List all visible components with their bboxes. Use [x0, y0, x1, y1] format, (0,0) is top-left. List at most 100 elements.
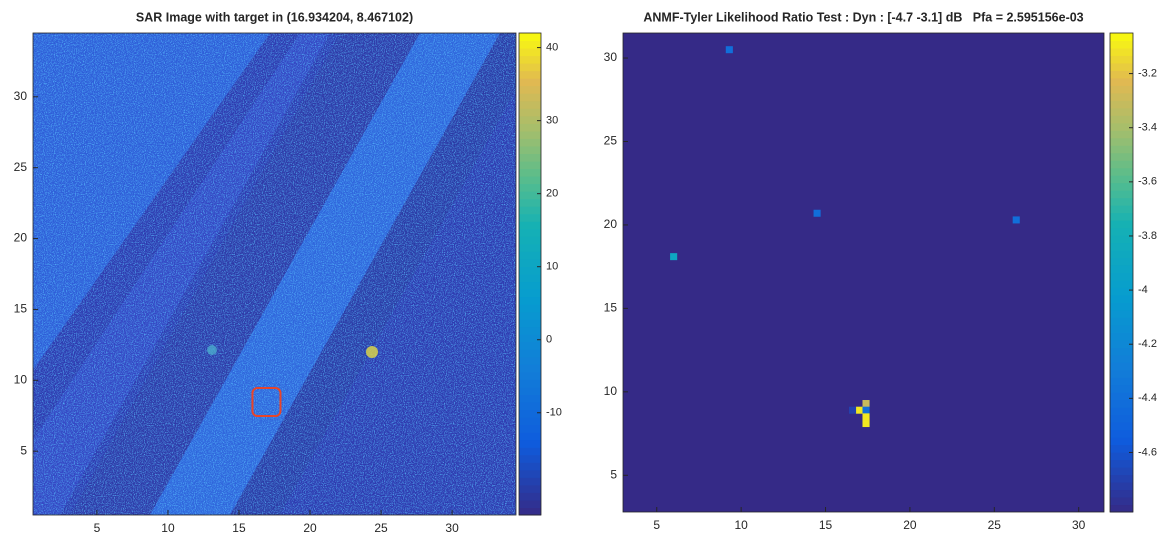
colorbar-segment	[1110, 369, 1133, 378]
y-tick-label: 10	[604, 384, 618, 398]
colorbar-segment	[1110, 250, 1133, 259]
colorbar-segment	[1110, 414, 1133, 423]
plot-frame	[622, 32, 1105, 513]
colorbar-segment	[519, 349, 541, 358]
colorbar-segment	[1110, 55, 1133, 64]
colorbar-segment	[519, 439, 541, 448]
colorbar-segment	[519, 183, 541, 192]
colorbar-segment	[1110, 354, 1133, 363]
colorbar-segment	[1110, 107, 1133, 116]
colorbar-segment	[1110, 115, 1133, 124]
colorbar-segment	[1110, 212, 1133, 221]
colorbar-segment	[519, 499, 541, 508]
colorbar-segment	[1110, 377, 1133, 386]
colorbar-segment	[519, 153, 541, 162]
colorbar-segment	[519, 138, 541, 147]
colorbar-segment	[1110, 220, 1133, 229]
colorbar-segment	[1110, 317, 1133, 326]
colorbar-segment	[1110, 332, 1133, 341]
colorbar-segment	[519, 334, 541, 343]
colorbar-segment	[519, 228, 541, 237]
colorbar-segment	[519, 492, 541, 501]
y-tick-label: 30	[14, 89, 28, 103]
colorbar-segment	[519, 311, 541, 320]
colorbar-segment	[1110, 160, 1133, 169]
colorbar-segment	[1110, 100, 1133, 109]
y-tick-label: 20	[604, 217, 618, 231]
y-tick-label: 5	[610, 467, 617, 481]
y-tick-label: 15	[14, 302, 28, 316]
colorbar-segment	[519, 243, 541, 252]
x-tick-label: 10	[161, 521, 175, 535]
colorbar-segment	[1110, 384, 1133, 393]
colorbar-segment	[519, 258, 541, 267]
colorbar-segment	[519, 371, 541, 380]
cell	[725, 46, 733, 54]
x-tick-label: 25	[374, 521, 388, 535]
colorbar-segment	[519, 93, 541, 102]
colorbar-segment	[519, 379, 541, 388]
plot-frame	[32, 32, 517, 516]
colorbar-segment	[1110, 429, 1133, 438]
colorbar-segment	[1110, 190, 1133, 199]
colorbar-segment	[1110, 257, 1133, 266]
colorbar-segment	[519, 447, 541, 456]
x-tick-label: 5	[653, 518, 660, 532]
colorbar-segment	[1110, 197, 1133, 206]
colorbar-segment	[519, 40, 541, 49]
colorbar-tick-label: 20	[546, 188, 558, 200]
colorbar-segment	[1110, 205, 1133, 214]
target-box	[251, 387, 282, 418]
colorbar-tick-label: 10	[546, 261, 558, 273]
colorbar-segment	[519, 236, 541, 245]
colorbar-tick-label: -3.6	[1138, 176, 1157, 188]
y-tick-label: 10	[14, 372, 28, 386]
colorbar-tick-label: -4.2	[1138, 338, 1157, 350]
y-tick-label: 30	[604, 50, 618, 64]
colorbar-segment	[519, 198, 541, 207]
colorbar-segment	[519, 161, 541, 170]
cell	[848, 406, 857, 414]
colorbar-segment	[519, 78, 541, 87]
cell	[1012, 216, 1020, 224]
cell	[862, 413, 870, 421]
colorbar-segment	[1110, 47, 1133, 56]
colorbar-segment	[519, 402, 541, 411]
colorbar-tick-label: -3.2	[1138, 67, 1157, 79]
colorbar-segment	[519, 296, 541, 305]
colorbar-segment	[1110, 482, 1133, 491]
colorbar-segment	[519, 274, 541, 283]
panel: ANMF-Tyler Likelihood Ratio Test : Dyn :…	[604, 10, 1157, 532]
colorbar-segment	[1110, 137, 1133, 146]
y-tick-label: 25	[604, 134, 618, 148]
colorbar-segment	[1110, 407, 1133, 416]
colorbar-segment	[519, 130, 541, 139]
colorbar-tick-label: -4	[1138, 284, 1148, 296]
colorbar-segment	[519, 304, 541, 313]
colorbar-tick-label: -10	[546, 407, 562, 419]
colorbar-segment	[519, 424, 541, 433]
colorbar-segment	[1110, 279, 1133, 288]
colorbar-segment	[1110, 474, 1133, 483]
colorbar-segment	[519, 115, 541, 124]
colorbar-segment	[1110, 339, 1133, 348]
colorbar-segment	[1110, 504, 1133, 513]
colorbar-segment	[519, 281, 541, 290]
panel: SAR Image with target in (16.934204, 8.4…	[14, 10, 562, 535]
colorbar-segment	[1110, 85, 1133, 94]
x-tick-label: 20	[903, 518, 917, 532]
colorbar-segment	[519, 432, 541, 441]
sar-image	[33, 33, 516, 515]
colorbar-frame	[518, 32, 542, 516]
colorbar-segment	[1110, 227, 1133, 236]
colorbar-segment	[1110, 459, 1133, 468]
colorbar-segment	[519, 145, 541, 154]
x-tick-label: 25	[988, 518, 1002, 532]
colorbar-segment	[519, 364, 541, 373]
y-tick-label: 25	[14, 160, 28, 174]
colorbar-frame	[1109, 32, 1134, 513]
colorbar-segment	[519, 100, 541, 109]
colorbar-segment	[1110, 287, 1133, 296]
colorbar-tick-label: 0	[546, 334, 552, 346]
colorbar-segment	[1110, 489, 1133, 498]
